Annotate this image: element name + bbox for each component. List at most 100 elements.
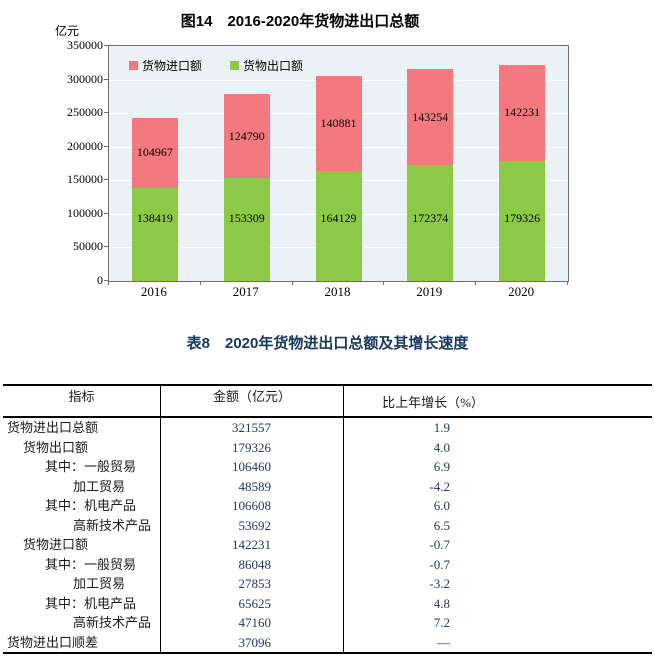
y-tick-mark xyxy=(104,212,109,214)
amount-cell: 106608 xyxy=(161,496,344,516)
y-tick-mark xyxy=(104,78,109,80)
amount-cell: 65625 xyxy=(161,593,344,613)
growth-cell: -4.2 xyxy=(429,478,450,494)
import-segment: 142231 xyxy=(499,65,546,161)
y-tick-label: 150000 xyxy=(67,172,103,187)
import-segment: 140881 xyxy=(315,76,362,171)
stacked-bar-chart-plot-area: 货物进口额 货物出口额 138419 104967 153309 124790 16412… xyxy=(108,45,569,282)
table-row: 高新技术产品 53692 6.5 xyxy=(3,515,652,535)
legend-label: 货物进口额 xyxy=(142,59,203,73)
import-segment: 104967 xyxy=(131,117,178,189)
legend-label: 货物出口额 xyxy=(243,59,304,73)
indicator-cell: 货物进出口顺差 xyxy=(3,632,161,652)
indicator-cell: 其中：机电产品 xyxy=(3,496,161,516)
y-tick-label: 50000 xyxy=(73,239,103,254)
table-body: 货物进出口总额 321557 1.9 货物出口额 179326 4.0 其中：一般贸易 106… xyxy=(3,418,652,652)
y-tick-label: 200000 xyxy=(67,138,103,153)
import-value-label: 143254 xyxy=(412,109,449,124)
indicator-cell: 货物进出口总额 xyxy=(3,418,161,438)
legend-swatch-icon xyxy=(230,61,240,70)
y-tick-mark xyxy=(104,45,109,46)
legend-swatch-icon xyxy=(129,61,138,70)
table-row: 货物进口额 142231 -0.7 xyxy=(3,535,652,555)
table-header-growth: 比上年增长（%） xyxy=(382,394,484,410)
export-value-label: 153309 xyxy=(228,211,265,225)
legend-item: 货物进口额 xyxy=(129,57,202,74)
chart-title: 图14 2016-2020年货物进出口总额 xyxy=(180,13,420,30)
table-row: 货物进出口顺差 37096 — xyxy=(3,632,652,652)
growth-cell: 6.9 xyxy=(433,459,450,474)
amount-cell: 142231 xyxy=(161,535,344,555)
indicator-cell: 其中：一般贸易 xyxy=(3,457,161,477)
import-segment: 143254 xyxy=(407,69,454,166)
amount-cell: 86048 xyxy=(161,554,344,574)
growth-cell: — xyxy=(437,634,450,650)
legend-item: 货物出口额 xyxy=(230,57,303,74)
amount-cell: 106460 xyxy=(161,457,344,477)
table-title: 表8 2020年货物进出口总额及其增长速度 xyxy=(186,335,469,352)
indicator-cell: 高新技术产品 xyxy=(3,613,161,633)
x-category-label: 2019 xyxy=(416,284,443,299)
table-header-row: 指标 金额（亿元） 比上年增长（%） xyxy=(3,386,652,418)
growth-cell: 6.5 xyxy=(433,517,450,533)
x-category-label: 2017 xyxy=(232,284,259,299)
import-value-label: 142231 xyxy=(504,105,541,120)
export-segment: 138419 xyxy=(131,188,178,281)
y-tick-label: 0 xyxy=(97,273,103,287)
table-row: 其中：机电产品 106608 6.0 xyxy=(3,496,652,516)
x-tick-mark xyxy=(475,281,477,285)
indicator-cell: 其中：一般贸易 xyxy=(3,554,161,574)
chart-legend: 货物进口额 货物出口额 xyxy=(129,57,303,74)
table-header-amount: 金额（亿元） xyxy=(161,386,344,416)
x-tick-mark xyxy=(199,281,201,285)
stacked-bar-2020: 179326 142231 xyxy=(499,65,546,281)
indicator-cell: 高新技术产品 xyxy=(3,515,161,535)
stacked-bar-2016: 138419 104967 xyxy=(131,117,178,281)
x-category-label: 2018 xyxy=(324,284,351,299)
amount-cell: 53692 xyxy=(161,515,344,535)
y-tick-mark xyxy=(104,112,109,114)
table-row: 高新技术产品 47160 7.2 xyxy=(3,613,652,633)
stacked-bar-2019: 172374 143254 xyxy=(407,69,454,281)
import-value-label: 124790 xyxy=(228,128,265,143)
y-tick-mark xyxy=(104,246,109,248)
indicator-cell: 加工贸易 xyxy=(3,476,161,496)
statistics-table: 指标 金额（亿元） 比上年增长（%） 货物进出口总额 321557 1.9 货物出口额… xyxy=(3,384,652,654)
table-row: 其中：机电产品 65625 4.8 xyxy=(3,593,652,613)
amount-cell: 37096 xyxy=(161,632,344,652)
table-row: 其中：一般贸易 86048 -0.7 xyxy=(3,554,652,574)
import-value-label: 104967 xyxy=(136,145,173,160)
y-tick-label: 300000 xyxy=(67,71,103,86)
y-tick-label: 250000 xyxy=(67,105,103,120)
growth-cell: 4.0 xyxy=(433,439,450,455)
y-tick-mark xyxy=(104,179,109,181)
table-row: 其中：一般贸易 106460 6.9 xyxy=(3,457,652,477)
amount-cell: 48589 xyxy=(161,476,344,496)
x-tick-mark xyxy=(567,281,568,285)
table-row: 加工贸易 27853 -3.2 xyxy=(3,574,652,594)
export-segment: 164129 xyxy=(315,170,362,281)
x-tick-mark xyxy=(291,281,293,285)
indicator-cell: 货物出口额 xyxy=(3,437,161,457)
indicator-cell: 加工贸易 xyxy=(3,574,161,594)
stacked-bar-2017: 153309 124790 xyxy=(223,94,270,281)
growth-cell: -3.2 xyxy=(429,576,450,591)
export-segment: 172374 xyxy=(407,165,454,281)
y-tick-label: 100000 xyxy=(67,205,103,220)
export-segment: 153309 xyxy=(223,178,270,281)
amount-cell: 321557 xyxy=(161,418,344,438)
table-row: 加工贸易 48589 -4.2 xyxy=(3,476,652,496)
export-value-label: 138419 xyxy=(136,211,173,225)
export-value-label: 179326 xyxy=(504,211,541,225)
growth-cell: 4.8 xyxy=(433,595,450,611)
x-tick-mark xyxy=(383,281,385,285)
amount-cell: 27853 xyxy=(161,574,344,594)
amount-cell: 47160 xyxy=(161,613,344,633)
y-tick-mark xyxy=(104,145,109,147)
export-value-label: 172374 xyxy=(412,211,449,225)
import-segment: 124790 xyxy=(223,94,270,179)
y-axis-unit-label: 亿元 xyxy=(55,24,80,38)
y-tick-label: 350000 xyxy=(67,38,103,52)
y-tick-mark xyxy=(104,280,109,281)
